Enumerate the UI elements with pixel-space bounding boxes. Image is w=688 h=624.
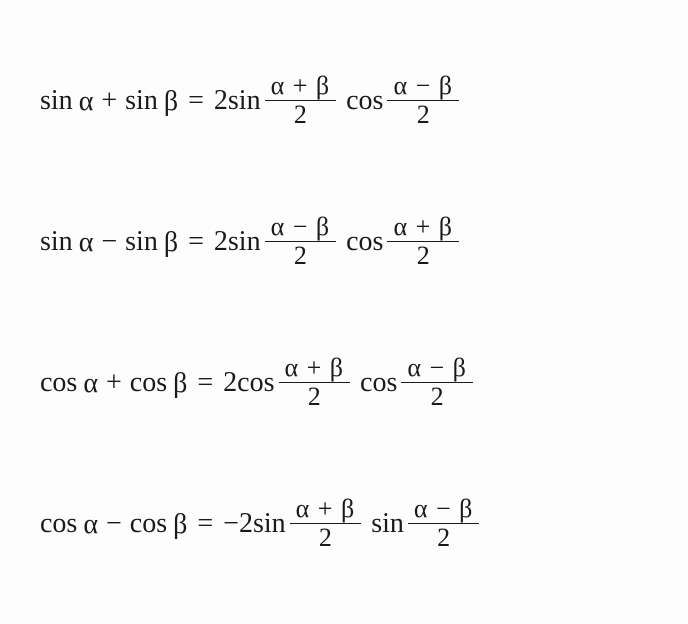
fraction-2: α − β 2 [408,496,480,551]
lhs-op: − [106,510,122,538]
equation-1: sinα + sinβ = 2 sin α + β 2 cos α − β 2 [40,73,648,128]
fraction-1: α − β 2 [265,214,337,269]
lhs-term-2: sinβ [125,228,178,256]
frac-den: 2 [294,101,307,128]
lhs-term-1: cosα [40,369,98,397]
fraction-2: α − β 2 [387,73,459,128]
fraction-1: α + β 2 [265,73,337,128]
equals-sign: = [188,87,204,115]
lhs-term-2: cosβ [130,369,188,397]
fraction-1: α + β 2 [279,355,351,410]
var-beta: β [164,87,178,115]
frac-num: α − β [387,73,459,101]
fraction-1: α + β 2 [290,496,362,551]
rhs-fn-2: cos [346,87,383,115]
fn-sin: sin [40,87,73,115]
lhs-op: + [101,87,117,115]
fraction-2: α − β 2 [401,355,473,410]
fraction-2: α + β 2 [387,214,459,269]
var-alpha: α [79,87,94,115]
lhs-term-2: sinβ [125,87,178,115]
rhs-fn-1: sin [228,87,261,115]
equation-3: cosα + cosβ = 2 cos α + β 2 cos α − β 2 [40,355,648,410]
lhs-term-2: cosβ [130,510,188,538]
frac-num: α + β [265,73,337,101]
fn-sin: sin [125,87,158,115]
lhs-term-1: sinα [40,87,93,115]
coef: 2 [214,87,228,115]
equation-4: cosα − cosβ = −2 sin α + β 2 sin α − β 2 [40,496,648,551]
lhs-term-1: sinα [40,228,93,256]
equation-2: sinα − sinβ = 2 sin α − β 2 cos α + β 2 [40,214,648,269]
frac-den: 2 [417,101,430,128]
lhs-op: − [101,228,117,256]
lhs-term-1: cosα [40,510,98,538]
lhs-op: + [106,369,122,397]
